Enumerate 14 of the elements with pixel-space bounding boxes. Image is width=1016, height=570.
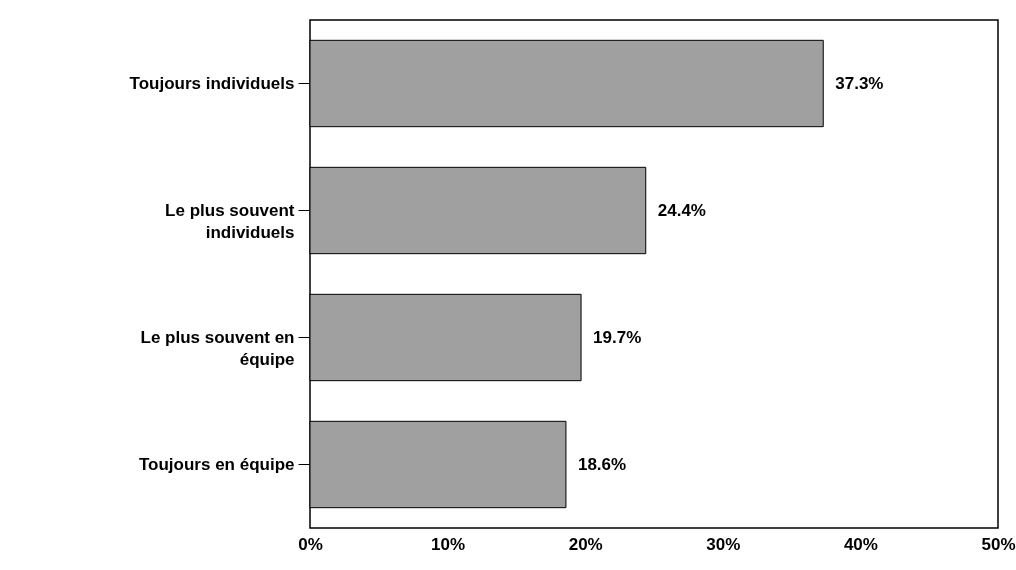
y-tick-label: Toujours individuels <box>129 73 295 93</box>
x-tick-label: 30% <box>706 534 741 554</box>
data-label: 37.3% <box>835 73 884 93</box>
y-tick-label: Le plus souvent individuels <box>165 200 295 242</box>
x-tick-label: 50% <box>981 534 1016 554</box>
x-tick-label: 10% <box>431 534 466 554</box>
y-tick-label: Toujours en équipe <box>138 454 295 474</box>
data-label: 24.4% <box>657 200 706 220</box>
x-tick-label: 0% <box>298 534 323 554</box>
x-tick-label: 40% <box>843 534 878 554</box>
y-tick-label: Le plus souvent en équipe <box>140 327 295 369</box>
data-label: 19.7% <box>593 327 642 347</box>
data-label: 18.6% <box>577 454 627 474</box>
x-tick-label: 20% <box>568 534 603 554</box>
